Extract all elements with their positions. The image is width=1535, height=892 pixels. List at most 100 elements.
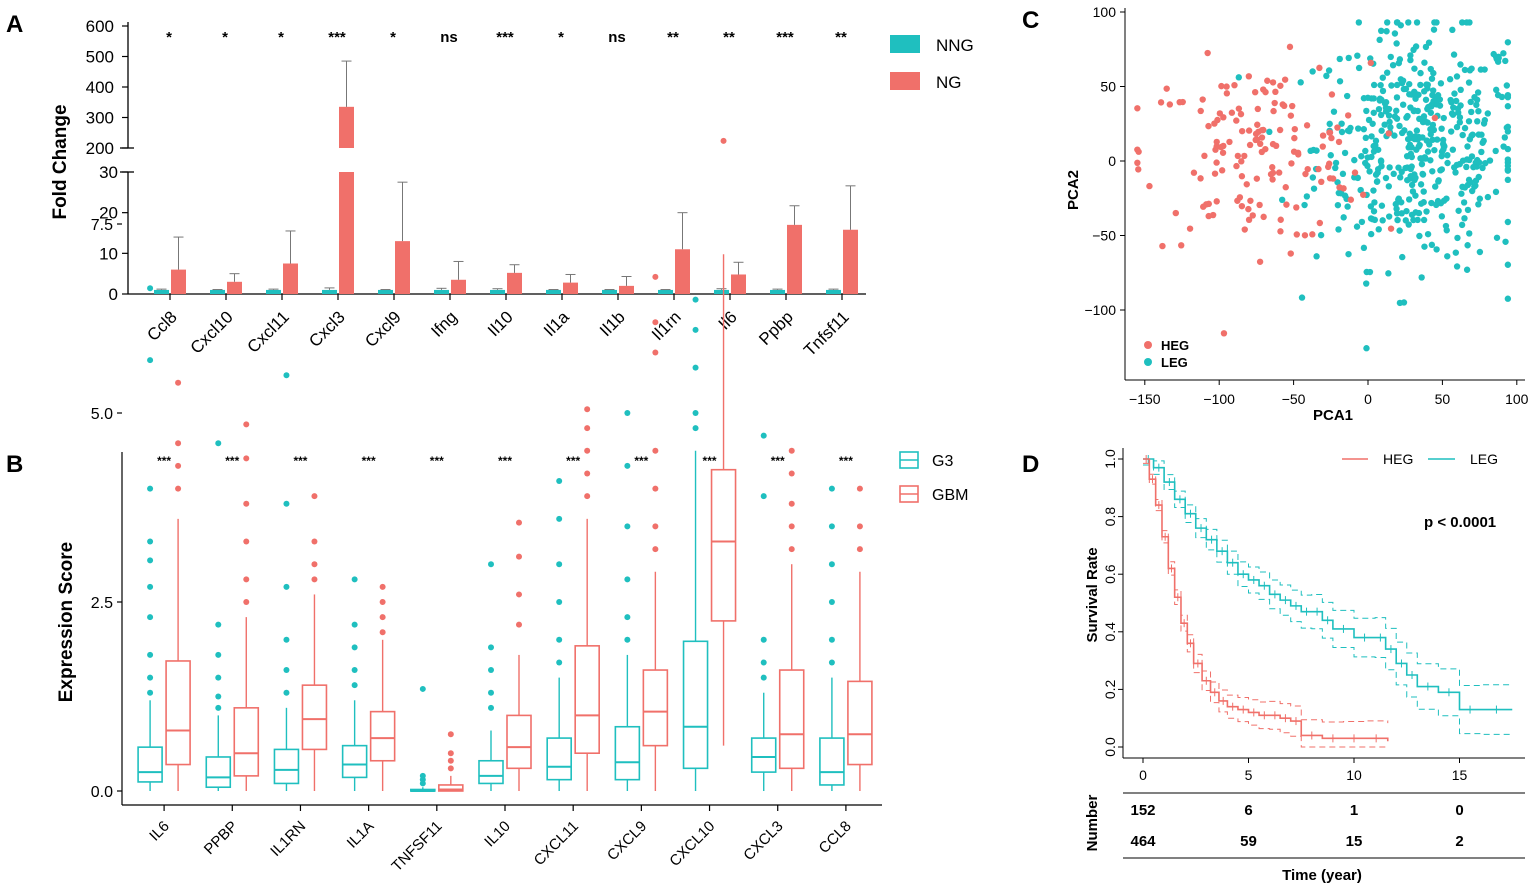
scatter-point-leg bbox=[1450, 51, 1458, 58]
outlier-point bbox=[856, 546, 863, 553]
scatter-point-heg bbox=[1205, 200, 1212, 208]
box-gbm bbox=[847, 485, 873, 791]
scatter-point-heg bbox=[1233, 117, 1240, 124]
bar-nng bbox=[490, 289, 505, 294]
outlier-point bbox=[624, 614, 631, 621]
panel-b-plot: 0.0 2.5 5.0 7.5 IL6 *** PPBP *** IL1RN *** IL1A ***… bbox=[91, 137, 882, 875]
x-tick-label: IL6 bbox=[146, 818, 173, 845]
bar-nng bbox=[210, 289, 225, 294]
scatter-point-leg bbox=[1459, 131, 1466, 139]
scatter-point-leg bbox=[1343, 92, 1351, 100]
scatter-point-heg bbox=[1201, 152, 1208, 160]
scatter-point-leg bbox=[1379, 87, 1387, 95]
scatter-point-heg bbox=[1282, 184, 1289, 191]
box-iqr bbox=[682, 640, 709, 770]
scatter-point-leg bbox=[1367, 230, 1375, 238]
scatter-point-leg bbox=[1427, 131, 1434, 138]
scatter-point-heg bbox=[1276, 126, 1284, 134]
box-iqr bbox=[506, 714, 532, 770]
scatter-point-heg bbox=[1172, 209, 1179, 217]
outlier-point bbox=[379, 614, 386, 621]
scatter-point-heg bbox=[1287, 250, 1294, 257]
scatter-point-leg bbox=[1394, 216, 1401, 224]
y-tick-label: 600 bbox=[86, 17, 114, 36]
outlier-point bbox=[760, 674, 767, 681]
scatter-point-leg bbox=[1386, 164, 1393, 171]
box-iqr bbox=[750, 737, 777, 773]
scatter-point-leg bbox=[1433, 19, 1440, 26]
scatter-point-heg bbox=[1258, 126, 1266, 134]
bar-nng bbox=[826, 289, 841, 294]
scatter-point-leg bbox=[1417, 69, 1424, 77]
scatter-point-leg bbox=[1386, 118, 1393, 126]
outlier-point bbox=[652, 447, 659, 454]
x-tick-label: 0 bbox=[1139, 767, 1147, 783]
scatter-point-leg bbox=[1399, 101, 1407, 108]
x-tick-label: TNFSF11 bbox=[388, 818, 445, 875]
scatter-point-heg bbox=[1247, 197, 1254, 204]
scatter-point-heg bbox=[1213, 198, 1220, 205]
outlier-point bbox=[243, 500, 250, 507]
scatter-point-heg bbox=[1226, 138, 1233, 146]
box-iqr bbox=[341, 744, 368, 779]
outlier-point bbox=[828, 636, 835, 643]
outlier-point bbox=[311, 538, 318, 545]
scatter-point-leg bbox=[1474, 89, 1482, 96]
scatter-point-leg bbox=[1406, 91, 1413, 98]
scatter-point-leg bbox=[1374, 169, 1381, 176]
scatter-point-heg bbox=[1256, 258, 1264, 265]
scatter-point-heg bbox=[1272, 88, 1279, 96]
scatter-point-leg bbox=[1344, 203, 1351, 210]
km-leg-ci-lower bbox=[1143, 464, 1513, 736]
scatter-point-leg bbox=[1370, 187, 1377, 194]
scatter-point-heg bbox=[1245, 205, 1252, 213]
box-iqr bbox=[614, 725, 641, 781]
scatter-point-heg bbox=[1211, 120, 1218, 127]
scatter-point-leg bbox=[1468, 108, 1475, 116]
outlier-point bbox=[488, 561, 494, 568]
scatter-point-heg bbox=[1243, 181, 1250, 188]
scatter-point-leg bbox=[1465, 79, 1473, 86]
scatter-point-leg bbox=[1475, 131, 1482, 138]
bar-nng bbox=[322, 289, 337, 294]
scatter-point-leg bbox=[1375, 226, 1382, 233]
scatter-point-heg bbox=[1233, 162, 1240, 170]
scatter-point-heg bbox=[1269, 169, 1277, 177]
scatter-point-heg bbox=[1253, 175, 1261, 182]
scatter-point-leg bbox=[1463, 163, 1470, 171]
scatter-point-heg bbox=[1336, 184, 1343, 191]
scatter-point-leg bbox=[1340, 214, 1347, 221]
scatter-point-heg bbox=[1211, 170, 1219, 177]
y-tick-label: 500 bbox=[86, 48, 114, 67]
y-tick-label: 0.0 bbox=[91, 784, 113, 801]
outlier-point bbox=[215, 651, 222, 658]
scatter-point-leg bbox=[1420, 216, 1428, 224]
box-iqr bbox=[369, 710, 396, 762]
scatter-point-leg bbox=[1500, 143, 1507, 150]
outlier-point bbox=[828, 659, 835, 666]
scatter-point-leg bbox=[1424, 148, 1432, 155]
scatter-point-leg bbox=[1407, 52, 1414, 59]
scatter-point-leg bbox=[1393, 210, 1401, 217]
scatter-point-leg bbox=[1313, 253, 1320, 260]
scatter-point-leg bbox=[1391, 113, 1399, 120]
scatter-point-heg bbox=[1387, 225, 1395, 232]
x-tick-label: 10 bbox=[1346, 767, 1362, 783]
scatter-point-heg bbox=[1287, 112, 1295, 119]
scatter-point-heg bbox=[1328, 91, 1336, 98]
y-tick-label: 30 bbox=[99, 163, 118, 182]
outlier-point bbox=[447, 757, 454, 764]
scatter-point-leg bbox=[1476, 248, 1484, 256]
scatter-point-heg bbox=[1199, 96, 1206, 103]
scatter-point-leg bbox=[1383, 69, 1391, 76]
scatter-point-heg bbox=[1237, 110, 1245, 118]
scatter-point-leg bbox=[1298, 294, 1306, 301]
scatter-point-leg bbox=[1378, 202, 1386, 209]
x-tick-label: −100 bbox=[1203, 391, 1235, 407]
scatter-point-leg bbox=[1341, 149, 1349, 157]
scatter-point-leg bbox=[1425, 39, 1433, 46]
scatter-point-heg bbox=[1291, 125, 1299, 133]
scatter-point-leg bbox=[1398, 168, 1405, 176]
scatter-point-leg bbox=[1364, 94, 1372, 101]
outlier-point bbox=[147, 557, 154, 564]
